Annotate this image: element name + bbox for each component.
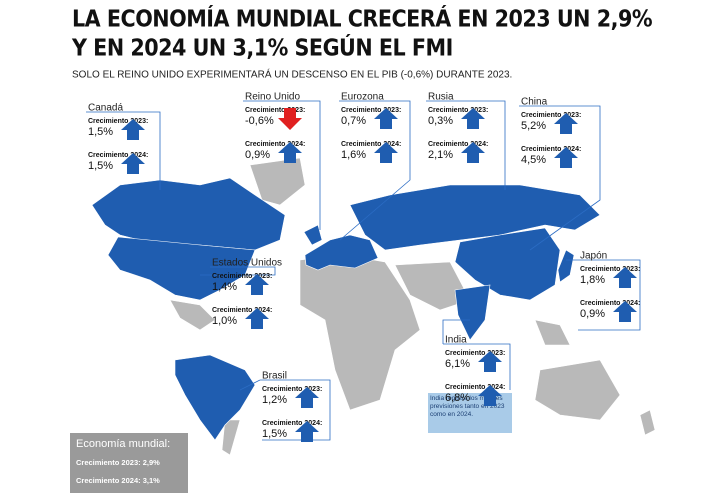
country-name: Estados Unidos — [212, 258, 282, 269]
growth-label: Crecimiento 2024: — [88, 152, 148, 159]
growth-value: 0,3% — [428, 115, 453, 127]
growth-label: Crecimiento 2024: — [341, 141, 401, 148]
growth-value: 1,6% — [341, 149, 366, 161]
growth-label: Crecimiento 2024: — [262, 420, 322, 427]
arrow-up — [554, 147, 578, 168]
arrow-up — [121, 119, 145, 140]
growth-value: -0,6% — [245, 115, 274, 127]
growth-label: Crecimiento 2024: — [521, 146, 581, 153]
growth-label: Crecimiento 2023: — [341, 107, 401, 114]
arrow-up — [245, 274, 269, 295]
india-note-box — [428, 393, 512, 433]
growth-label: Crecimiento 2023: — [262, 386, 322, 393]
arrow-up — [461, 108, 485, 129]
india-note-wrap: India registra los mejores previsiones t… — [430, 395, 505, 418]
arrow-up — [374, 142, 398, 163]
callout-line — [566, 259, 641, 331]
growth-value: 1,5% — [88, 126, 113, 138]
arrow-up — [121, 153, 145, 174]
growth-value: 1,2% — [262, 394, 287, 406]
subtitle: SOLO EL REINO UNIDO EXPERIMENTARÁ UN DES… — [72, 68, 512, 81]
arrow-up — [295, 387, 319, 408]
growth-value: 1,8% — [580, 274, 605, 286]
arrow-up — [478, 385, 502, 406]
country-name: Reino Unido — [245, 92, 300, 103]
arrow-up — [374, 108, 398, 129]
growth-label: Crecimiento 2024: — [428, 141, 488, 148]
country-name: Japón — [580, 251, 607, 262]
callout-line — [426, 100, 506, 190]
callout-line — [339, 100, 411, 241]
arrow-up — [554, 113, 578, 134]
growth-value: 0,9% — [580, 308, 605, 320]
callout-line — [86, 111, 161, 190]
growth-value: 0,7% — [341, 115, 366, 127]
country-name: Canadá — [88, 103, 123, 114]
world-2024: Crecimiento 2024: 3,1% — [76, 476, 160, 485]
title: Y EN 2024 UN 3,1% SEGÚN EL FMI — [71, 34, 453, 62]
growth-value: 0,9% — [245, 149, 270, 161]
arrow-up — [245, 308, 269, 329]
world-box — [70, 433, 188, 493]
growth-value: 1,5% — [88, 160, 113, 172]
growth-value: 6,8% — [445, 392, 470, 404]
callout-line — [519, 105, 601, 251]
country-name: Rusia — [428, 92, 454, 103]
world-heading: Economía mundial: — [76, 438, 170, 450]
growth-label: Crecimiento 2023: — [245, 107, 305, 114]
world-2023: Crecimiento 2023: 2,9% — [76, 458, 160, 467]
growth-value: 2,1% — [428, 149, 453, 161]
growth-value: 1,5% — [262, 428, 287, 440]
growth-label: Crecimiento 2024: — [245, 141, 305, 148]
callout-line — [239, 379, 331, 441]
arrow-up — [613, 301, 637, 322]
growth-label: Crecimiento 2023: — [88, 118, 148, 125]
growth-value: 5,2% — [521, 120, 546, 132]
arrow-up — [278, 142, 302, 163]
growth-label: Crecimiento 2023: — [445, 350, 505, 357]
country-name: India — [445, 335, 467, 346]
arrow-up — [461, 142, 485, 163]
growth-value: 1,4% — [212, 281, 237, 293]
growth-label: Crecimiento 2023: — [580, 266, 640, 273]
growth-value: 6,1% — [445, 358, 470, 370]
growth-label: Crecimiento 2024: — [445, 384, 505, 391]
growth-label: Crecimiento 2024: — [580, 300, 640, 307]
country-name: Eurozona — [341, 92, 384, 103]
growth-label: Crecimiento 2023: — [521, 112, 581, 119]
india-note: India registra los mejores previsiones t… — [430, 395, 505, 418]
arrow-up — [478, 351, 502, 372]
callout-line — [200, 266, 276, 276]
growth-value: 1,0% — [212, 315, 237, 327]
land — [169, 157, 656, 456]
country-name: China — [521, 97, 548, 108]
arrow-up — [613, 267, 637, 288]
growth-label: Crecimiento 2023: — [212, 273, 272, 280]
country-name: Brasil — [262, 371, 287, 382]
callout-line — [243, 100, 321, 230]
arrow-down — [278, 108, 302, 130]
highlighted-land — [91, 177, 601, 441]
growth-value: 4,5% — [521, 154, 546, 166]
title: LA ECONOMÍA MUNDIAL CRECERÁ EN 2023 UN 2… — [72, 5, 653, 33]
arrow-up — [295, 421, 319, 442]
growth-label: Crecimiento 2024: — [212, 307, 272, 314]
growth-label: Crecimiento 2023: — [428, 107, 488, 114]
callout-line — [442, 319, 511, 390]
